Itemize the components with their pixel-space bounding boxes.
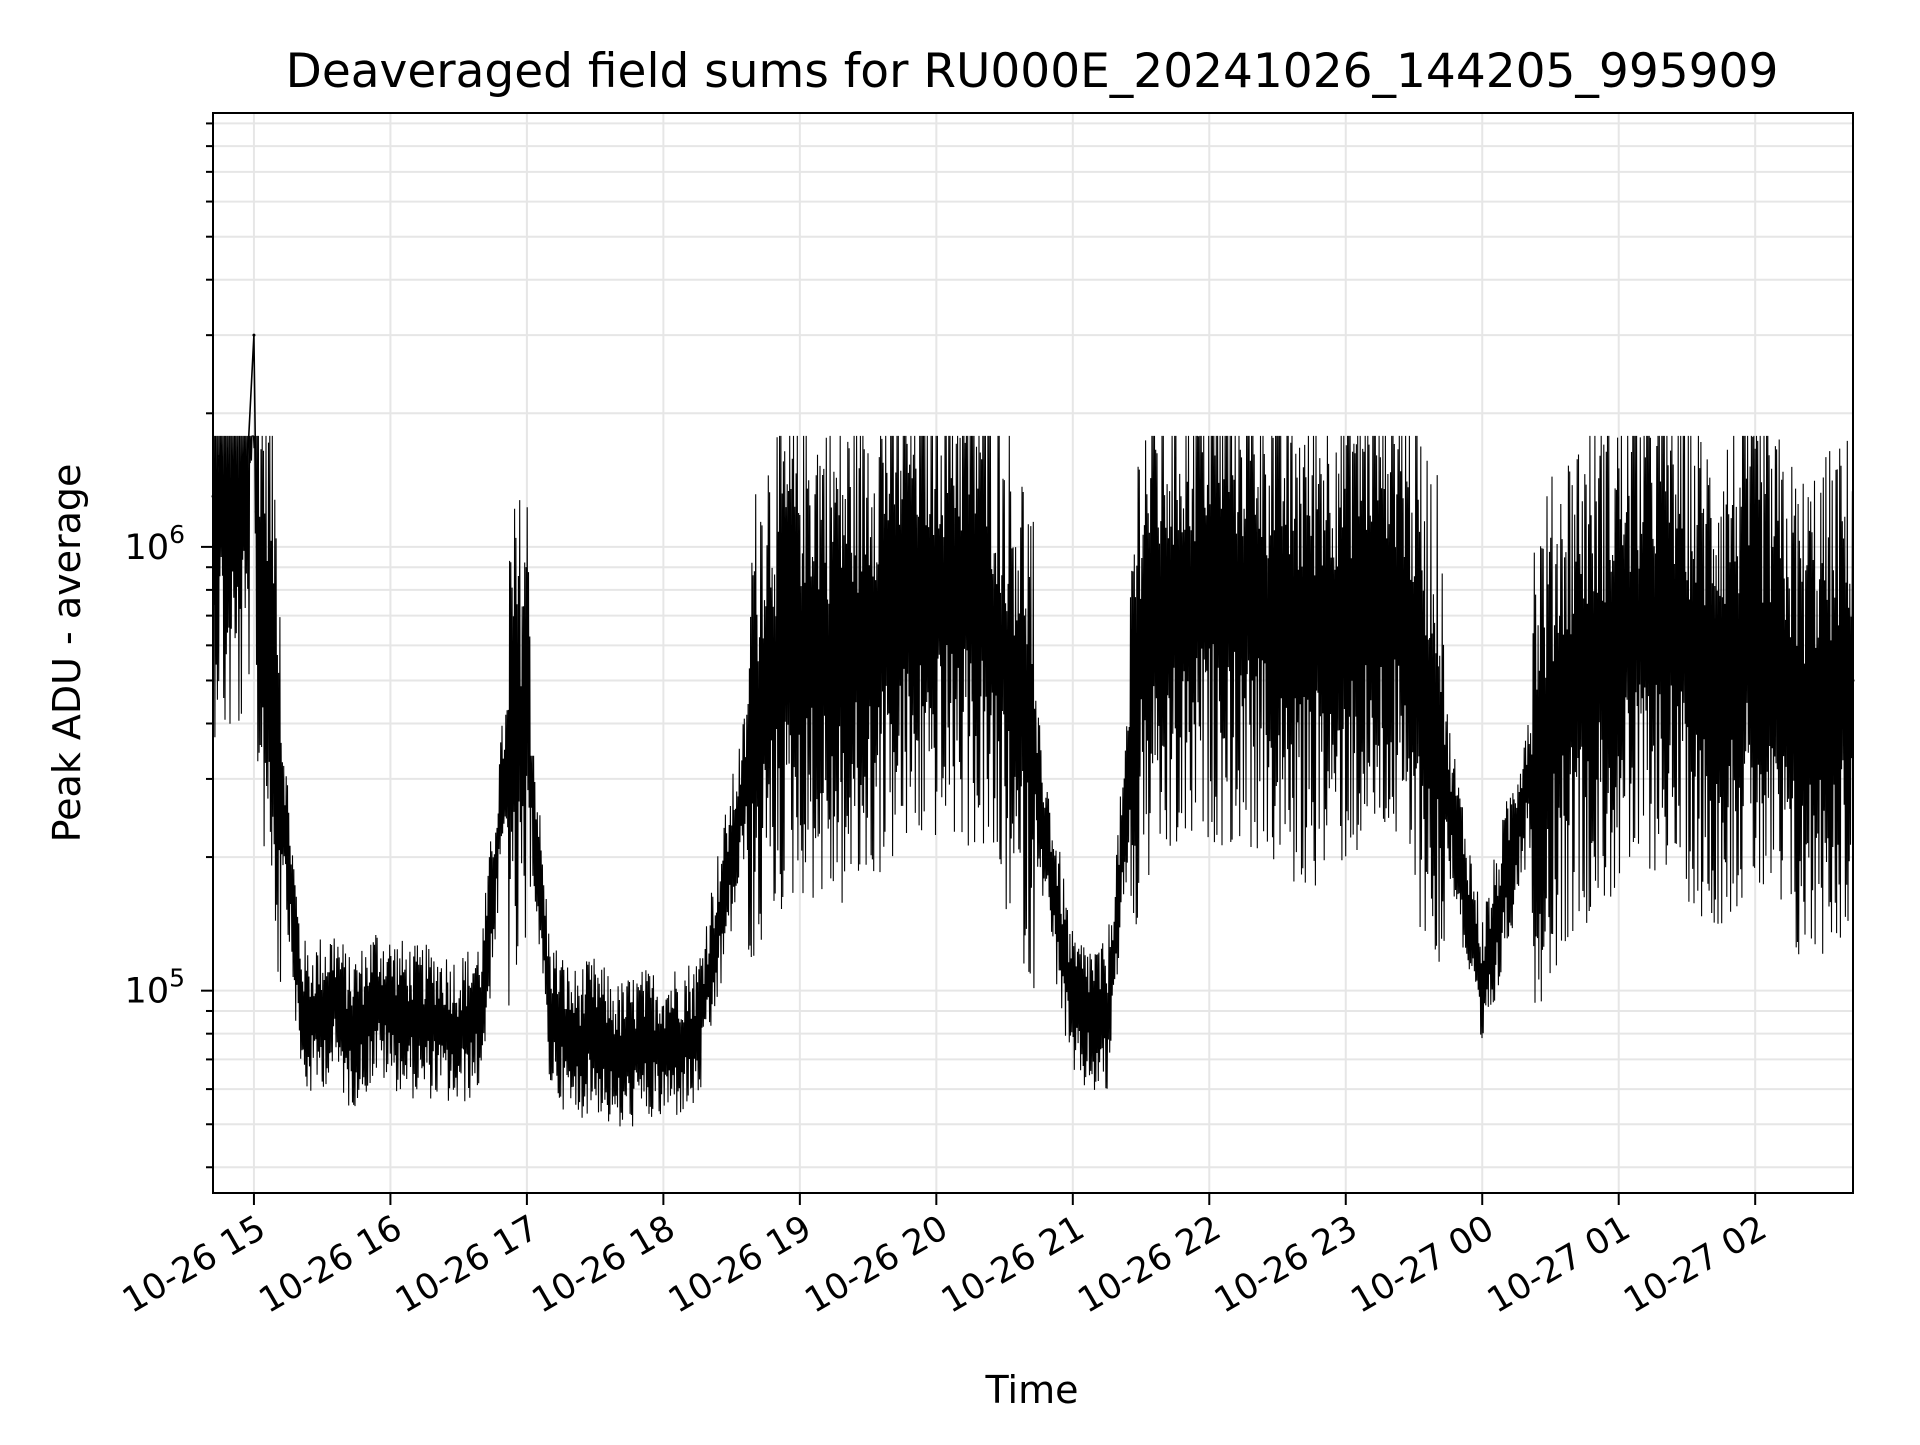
data-point bbox=[272, 678, 276, 682]
y-tick-label: 106 bbox=[125, 520, 185, 568]
y-axis-label: Peak ADU - average bbox=[45, 464, 89, 843]
data-point bbox=[661, 1044, 665, 1048]
data-point bbox=[1298, 643, 1302, 647]
series-layer bbox=[211, 333, 1855, 1127]
x-axis-label: Time bbox=[985, 1368, 1079, 1412]
data-point bbox=[764, 678, 768, 682]
data-point bbox=[980, 600, 984, 604]
data-point bbox=[502, 777, 506, 781]
data-point bbox=[1139, 643, 1143, 647]
series-oscillation bbox=[212, 435, 1854, 1127]
data-point bbox=[286, 855, 290, 859]
data-point bbox=[457, 1032, 461, 1036]
data-point bbox=[434, 1020, 438, 1024]
data-point bbox=[1435, 721, 1439, 725]
data-point bbox=[254, 510, 258, 514]
data-point bbox=[1662, 614, 1666, 618]
data-point bbox=[1753, 643, 1757, 647]
data-point bbox=[1253, 600, 1257, 604]
data-point bbox=[279, 777, 283, 781]
data-point bbox=[218, 454, 222, 458]
data-point bbox=[266, 614, 270, 618]
data-point bbox=[639, 1044, 643, 1048]
data-point bbox=[479, 1009, 483, 1013]
chart-title: Deaveraged field sums for RU000E_2024102… bbox=[286, 44, 1779, 99]
data-point bbox=[1105, 1020, 1109, 1024]
data-point bbox=[1617, 643, 1621, 647]
data-point bbox=[231, 480, 235, 484]
data-point bbox=[1526, 777, 1530, 781]
data-point bbox=[525, 721, 529, 725]
data-point bbox=[889, 614, 893, 618]
data-point bbox=[388, 1009, 392, 1013]
plot-frame bbox=[212, 112, 1854, 1194]
data-point bbox=[798, 643, 802, 647]
data-point bbox=[695, 1032, 699, 1036]
data-point bbox=[238, 494, 242, 498]
data-point bbox=[1207, 588, 1211, 592]
y-tick-base: 10 bbox=[125, 972, 170, 1012]
y-tick-label: 105 bbox=[125, 964, 185, 1012]
data-point bbox=[1071, 1009, 1075, 1013]
data-point bbox=[293, 938, 297, 942]
data-point bbox=[934, 588, 938, 592]
y-tick-exponent: 5 bbox=[169, 964, 185, 993]
data-point bbox=[1708, 678, 1712, 682]
data-point bbox=[843, 660, 847, 664]
data-point bbox=[1571, 678, 1575, 682]
data-point bbox=[334, 999, 338, 1003]
data-point bbox=[307, 1020, 311, 1024]
data-point bbox=[1344, 614, 1348, 618]
y-tick-exponent: 6 bbox=[169, 520, 185, 549]
data-point bbox=[361, 1020, 365, 1024]
data-point bbox=[616, 1057, 620, 1061]
data-point bbox=[411, 1020, 415, 1024]
data-point bbox=[548, 1009, 552, 1013]
data-point bbox=[730, 855, 734, 859]
data-point bbox=[1173, 614, 1177, 618]
data-point bbox=[245, 467, 249, 471]
data-point bbox=[259, 588, 263, 592]
data-point bbox=[225, 510, 229, 514]
data-point bbox=[375, 999, 379, 1003]
data-point bbox=[1389, 588, 1393, 592]
data-point bbox=[570, 1044, 574, 1048]
data-point bbox=[252, 333, 256, 337]
data-point bbox=[347, 1032, 351, 1036]
y-tick-base: 10 bbox=[125, 528, 170, 568]
data-point bbox=[593, 1032, 597, 1036]
data-point bbox=[320, 1009, 324, 1013]
data-point bbox=[1799, 721, 1803, 725]
data-point bbox=[1025, 721, 1029, 725]
data-point bbox=[1480, 989, 1484, 993]
data-point bbox=[300, 1009, 304, 1013]
